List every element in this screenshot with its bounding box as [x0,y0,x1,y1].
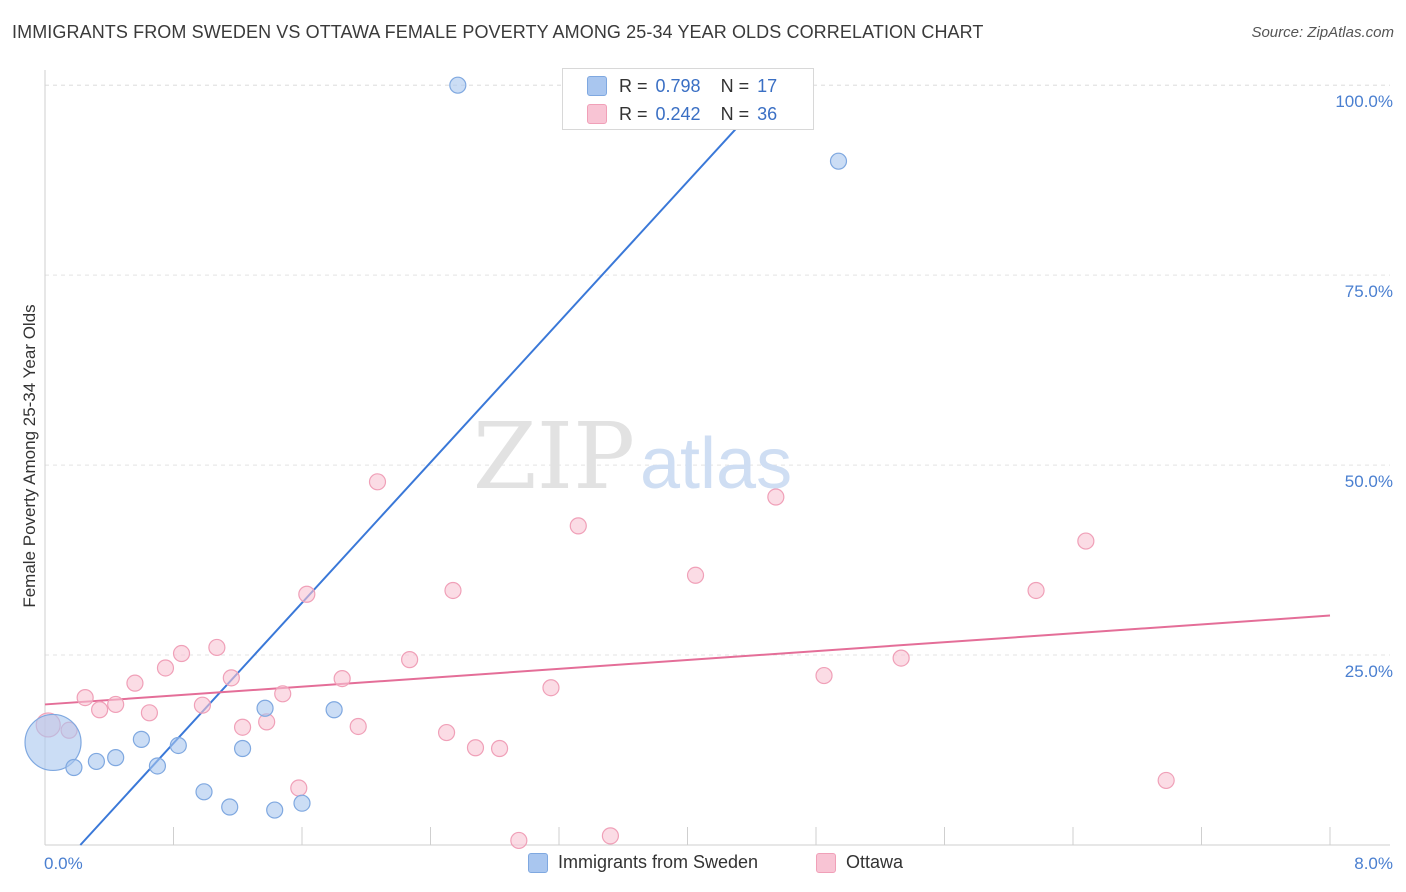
data-point-ottawa [208,638,226,657]
data-point-ottawa [401,651,419,669]
n-value: 36 [757,103,778,124]
legend-item-sweden[interactable]: Immigrants from Sweden [528,852,758,873]
data-point-immigrants-from-sweden [24,713,82,772]
data-point-ottawa [1157,771,1175,790]
data-point-ottawa [140,704,159,722]
data-point-ottawa [1077,532,1095,550]
data-point-ottawa [490,739,509,758]
stat-swatch-sweden [587,76,607,96]
data-point-ottawa [91,701,109,719]
watermark-zip: ZIP [473,403,635,510]
data-point-immigrants-from-sweden [221,798,239,816]
data-point-ottawa [333,670,351,688]
y-tick-label: 100.0% [1335,92,1393,111]
x-tick-label-max: 8.0% [1354,854,1393,873]
correlation-stats-box: R = 0.798 N = 17 R = 0.242 N = 36 [562,68,814,130]
data-point-immigrants-from-sweden [132,730,150,748]
trend-lines [44,84,1331,846]
data-point-immigrants-from-sweden [293,794,311,812]
legend-swatch-sweden [528,852,548,873]
data-point-immigrants-from-sweden [233,739,252,758]
y-tick-label: 75.0% [1345,282,1393,301]
trend-line-immigrants-from-sweden [79,84,777,846]
legend: Immigrants from Sweden Ottawa [0,852,1406,878]
stat-row-sweden: R = 0.798 N = 17 [587,74,777,98]
n-label: N = [720,103,750,124]
data-point-immigrants-from-sweden [107,749,125,767]
data-point-immigrants-from-sweden [449,76,467,94]
data-point-immigrants-from-sweden [266,801,284,819]
data-point-immigrants-from-sweden [87,752,106,771]
trend-line-ottawa [44,614,1331,706]
chart-title: IMMIGRANTS FROM SWEDEN VS OTTAWA FEMALE … [12,22,984,42]
data-point-ottawa [444,581,462,600]
data-point-ottawa [290,779,308,797]
data-point-ottawa [542,679,560,697]
data-point-immigrants-from-sweden [829,152,848,170]
data-point-immigrants-from-sweden [195,783,213,801]
data-point-immigrants-from-sweden [65,758,83,777]
x-tick-label-min: 0.0% [44,854,83,873]
data-point-ottawa [767,488,785,506]
data-point-ottawa [126,674,144,692]
legend-item-ottawa[interactable]: Ottawa [816,852,903,873]
data-point-ottawa [437,723,456,742]
data-point-ottawa [193,696,212,714]
data-point-ottawa [601,827,620,845]
r-value: 0.798 [655,75,701,96]
gridlines [45,84,1390,656]
stat-swatch-ottawa [587,104,607,124]
data-point-ottawa [233,718,252,736]
data-point-ottawa [172,644,191,663]
data-point-ottawa [349,717,367,736]
r-value: 0.242 [655,103,701,124]
r-label: R = [619,75,648,96]
legend-label-sweden: Immigrants from Sweden [558,852,759,872]
data-point-ottawa [298,585,316,603]
data-point-ottawa [107,695,125,714]
data-point-ottawa [815,666,833,685]
data-point-ottawa [222,669,240,687]
data-point-ottawa [466,739,485,757]
data-point-immigrants-from-sweden [256,699,274,717]
tick-labels: 25.0% 50.0% 75.0% 100.0% 0.0% 8.0% [44,92,1393,873]
n-value: 17 [757,75,778,96]
data-points [24,76,1175,850]
watermark: ZIP atlas [473,403,792,510]
data-point-ottawa [510,831,528,850]
r-label: R = [619,103,648,124]
data-point-ottawa [156,659,175,677]
watermark-atlas: atlas [640,424,792,504]
y-tick-label: 25.0% [1345,662,1393,681]
data-point-ottawa [569,517,587,535]
source-credit: Source: ZipAtlas.com [1251,24,1394,41]
data-point-ottawa [892,649,910,667]
data-point-ottawa [1027,581,1045,600]
data-point-ottawa [686,566,705,584]
data-point-ottawa [76,688,94,707]
n-label: N = [720,75,750,96]
data-point-immigrants-from-sweden [169,736,187,755]
y-tick-label: 50.0% [1345,472,1393,491]
data-point-ottawa [274,685,292,703]
legend-label-ottawa: Ottawa [846,852,904,872]
data-point-ottawa [368,473,387,491]
stat-row-ottawa: R = 0.242 N = 36 [587,102,777,126]
data-point-immigrants-from-sweden [325,701,343,719]
data-point-immigrants-from-sweden [148,757,167,775]
legend-swatch-ottawa [816,852,836,873]
